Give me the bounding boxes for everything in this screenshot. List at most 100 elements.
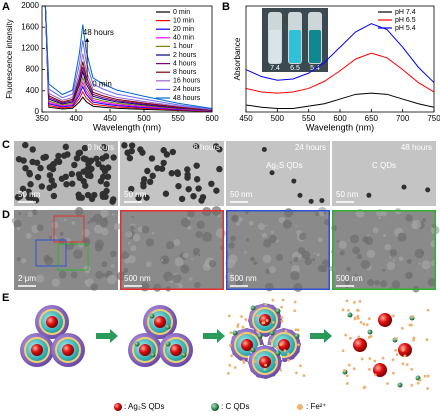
particle: [46, 172, 54, 179]
texture: [59, 231, 64, 236]
texture: [189, 277, 193, 281]
particle: [80, 155, 88, 162]
fe-ion: [401, 348, 405, 352]
particle: [190, 192, 197, 200]
particle: [137, 146, 144, 153]
x-tick-label: 450: [239, 114, 253, 123]
texture: [248, 220, 254, 226]
x-tick-label: 750: [427, 114, 440, 123]
fe-ion: [281, 298, 285, 302]
fe-ion: [355, 308, 359, 312]
texture: [338, 240, 347, 249]
legend-label: 40 min: [173, 35, 194, 42]
c-qd: [134, 341, 140, 347]
fe-ion: [367, 317, 371, 321]
scale-label: 2 μm: [18, 274, 36, 283]
fe-ion: [244, 318, 248, 321]
scale-label: 50 nm: [124, 190, 147, 199]
texture: [36, 224, 44, 232]
core: [398, 343, 412, 357]
fe-ion: [227, 372, 230, 375]
particle: [95, 160, 102, 168]
fe-ion: [242, 359, 245, 363]
texture: [386, 261, 396, 271]
panel-label: A: [2, 1, 10, 13]
zoom-box: [57, 243, 89, 271]
particle: [425, 187, 431, 193]
legend-label: 2 hours: [173, 52, 197, 59]
series-line: [44, 6, 212, 112]
texture: [383, 234, 387, 238]
fe-ion: [253, 360, 257, 364]
texture: [125, 231, 133, 238]
micrograph: 500 nm: [116, 206, 226, 292]
texture: [160, 259, 164, 262]
fe-ion: [356, 317, 360, 320]
texture: [397, 232, 407, 242]
fe-ion: [401, 326, 404, 330]
texture: [187, 216, 191, 220]
y-tick-label: 400: [26, 86, 40, 95]
series-line: [246, 23, 434, 83]
texture: [95, 271, 104, 280]
core: [373, 363, 387, 377]
texture: [421, 260, 431, 270]
scale-label: 500 nm: [336, 274, 363, 283]
x-tick-label: 450: [103, 114, 117, 123]
particle: [195, 185, 202, 192]
texture: [182, 252, 189, 259]
fe-ion: [386, 382, 389, 385]
fe-ion: [343, 369, 346, 372]
arrow-head: [217, 329, 225, 343]
texture: [192, 247, 200, 255]
legend-label: : Ag₂S QDs: [124, 402, 164, 411]
legend-label: 10 min: [173, 17, 194, 24]
fe-ion: [279, 343, 283, 346]
particle: [34, 173, 42, 181]
c-qd: [294, 333, 300, 339]
micrograph: 24 hours 50 nm Ag₂S QDs: [226, 141, 330, 206]
fe-ion: [426, 387, 430, 390]
texture: [197, 253, 201, 256]
particle: [85, 160, 92, 168]
texture: [243, 250, 247, 254]
texture: [153, 283, 162, 292]
particle: [99, 173, 107, 181]
fe-ion: [423, 374, 427, 378]
texture: [406, 258, 412, 264]
texture: [100, 209, 109, 218]
fe-ion: [408, 323, 412, 327]
c-qd: [181, 352, 187, 358]
particle: [160, 159, 167, 167]
particle: [15, 155, 23, 163]
fe-ion: [349, 336, 352, 340]
texture: [109, 250, 117, 258]
core: [259, 356, 271, 368]
texture: [25, 232, 32, 239]
particle: [261, 147, 267, 153]
texture: [196, 220, 206, 230]
texture: [388, 256, 392, 259]
y-tick-label: 800: [26, 65, 40, 74]
texture: [350, 234, 360, 244]
arrow-body: [203, 333, 217, 339]
particle: [178, 195, 186, 203]
fe-ion: [373, 373, 377, 377]
fe-ion: [359, 320, 363, 324]
particle: [50, 192, 58, 200]
texture: [262, 254, 272, 264]
time-label: 8 hours: [193, 143, 220, 152]
texture: [35, 274, 45, 283]
arrow-body: [310, 333, 324, 339]
particle: [193, 162, 200, 169]
texture: [232, 215, 238, 221]
texture: [323, 211, 327, 215]
texture: [132, 233, 141, 242]
particle: [135, 194, 142, 201]
particle: [46, 164, 53, 171]
texture: [316, 253, 320, 257]
fe-ion: [411, 315, 415, 319]
particle: [158, 165, 166, 172]
micrograph-bg: [226, 210, 330, 290]
particle: [366, 192, 372, 198]
